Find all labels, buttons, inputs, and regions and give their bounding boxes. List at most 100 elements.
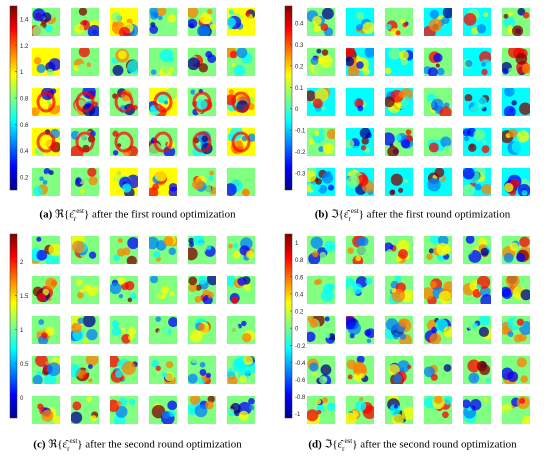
colorbar-tick-label: 0.6 [295,275,304,281]
tile-image [227,168,255,196]
tile-image [307,88,335,116]
colorbar-tick-label: 0.6 [20,123,29,129]
tile-image [424,276,452,304]
tile-image [32,48,60,76]
caption-text: after the second round optimization [360,438,517,451]
tile-image [188,128,216,156]
tile-image [149,128,177,156]
tile-image [385,48,413,76]
colorbar-tick-label: -0.4 [295,361,306,367]
panel-b: 0.4 0.3 0.2 0.1 0 -0.1 -0.2 -0.3 (b) ℑ{ε̂rest} … [275,0,550,228]
colorbar-tick-label: 0.5 [20,362,29,368]
tile-image [71,8,99,36]
colorbar-tick: 0.8 [15,97,29,103]
colorbar-tick: 0.6 [15,123,29,129]
colorbar-tick: 0.3 [290,43,304,49]
colorbar-tick-label: -0.1 [295,129,306,135]
colorbar-tick: 2 [15,260,24,266]
colorbar-tick: 0 [290,107,299,113]
colorbar-tick: 0.8 [290,258,304,264]
colorbar-tick-label: 1.5 [20,294,29,300]
tile-image [424,88,452,116]
colorbar-tick-label: 1 [295,241,299,247]
colorbar-tick: 0 [15,396,24,402]
tile-image [71,276,99,304]
colorbar [284,233,293,419]
caption-a: (a) ℜ{ε̂rest} after the first round opti… [39,207,236,223]
tile-image [385,316,413,344]
caption-symbol: ε̂ [62,438,68,451]
caption-superscript: est [350,207,359,215]
colorbar-tick-label: 0.4 [295,292,304,298]
tile-image [424,128,452,156]
tile-image [110,396,138,424]
tile-image [385,236,413,264]
tile-image [463,88,491,116]
colorbar-tick-label: -0.2 [295,344,306,350]
colorbar-tick-label: 0.4 [295,22,304,28]
colorbar-tick-label: 0.3 [295,43,304,49]
caption-subscript: r [73,214,77,223]
colorbar-tick: -0.3 [290,171,306,177]
tile-image [188,168,216,196]
caption-symbol: ε̂ [337,438,343,451]
tile-image [188,396,216,424]
tile-image [307,396,335,424]
tile-image [463,316,491,344]
tile-image [502,8,530,36]
colorbar-tick-label: 0.2 [295,310,304,316]
colorbar-tick: 0.1 [290,86,304,92]
colorbar-tick-label: 1.2 [20,44,29,50]
tile-image [227,236,255,264]
tile-image [385,168,413,196]
tile-image [307,168,335,196]
tile-image [71,88,99,116]
panel-b-plot: 0.4 0.3 0.2 0.1 0 -0.1 -0.2 -0.3 [284,5,530,196]
tile-image [110,236,138,264]
tile-image [424,8,452,36]
tile-image [424,316,452,344]
colorbar-tick-label: -1 [295,412,301,418]
colorbar-tick: -1 [290,412,301,418]
caption-d: (d) ℑ{ε̂rest} after the second round opt… [308,437,517,453]
colorbar-tick: 0.4 [15,149,29,155]
colorbar-tick-label: 0.2 [20,175,29,181]
tile-image [424,48,452,76]
tile-image [149,8,177,36]
tile-image [502,128,530,156]
tile-image [110,48,138,76]
tile-image [463,396,491,424]
tile-image [32,128,60,156]
tile-image [307,8,335,36]
colorbar-tick: 1 [15,328,24,334]
colorbar-tick-label: 2 [20,260,24,266]
panel-d-plot: 1 0.8 0.6 0.4 0.2 0 -0.2 -0.4 -0.6 -0.8 -1 [284,233,530,424]
tile-image [71,48,99,76]
tile-image [71,236,99,264]
tile-image [32,356,60,384]
colorbar-tick: -0.2 [290,344,306,350]
tile-image [149,236,177,264]
tile-image [32,236,60,264]
tile-image [307,236,335,264]
caption-label: (c) [33,438,46,451]
tile-image [385,8,413,36]
colorbar-tick: 0.2 [290,64,304,70]
colorbar-tick-label: 0.1 [295,86,304,92]
caption-text: after the first round optimization [92,208,236,221]
caption-b: (b) ℑ{ε̂rest} after the first round opti… [314,207,511,223]
colorbar-tick: 1 [290,241,299,247]
tile-image [502,168,530,196]
colorbar-tick-label: 0.8 [295,258,304,264]
tile-image [110,8,138,36]
tile-image [346,48,374,76]
tile-image [502,236,530,264]
tile-image [149,48,177,76]
caption-superscript: est [69,437,78,445]
tile-image [346,236,374,264]
tile-image [149,276,177,304]
colorbar [9,233,18,419]
tile-image [110,168,138,196]
colorbar-tick-label: 1 [20,328,24,334]
tile-image [385,128,413,156]
